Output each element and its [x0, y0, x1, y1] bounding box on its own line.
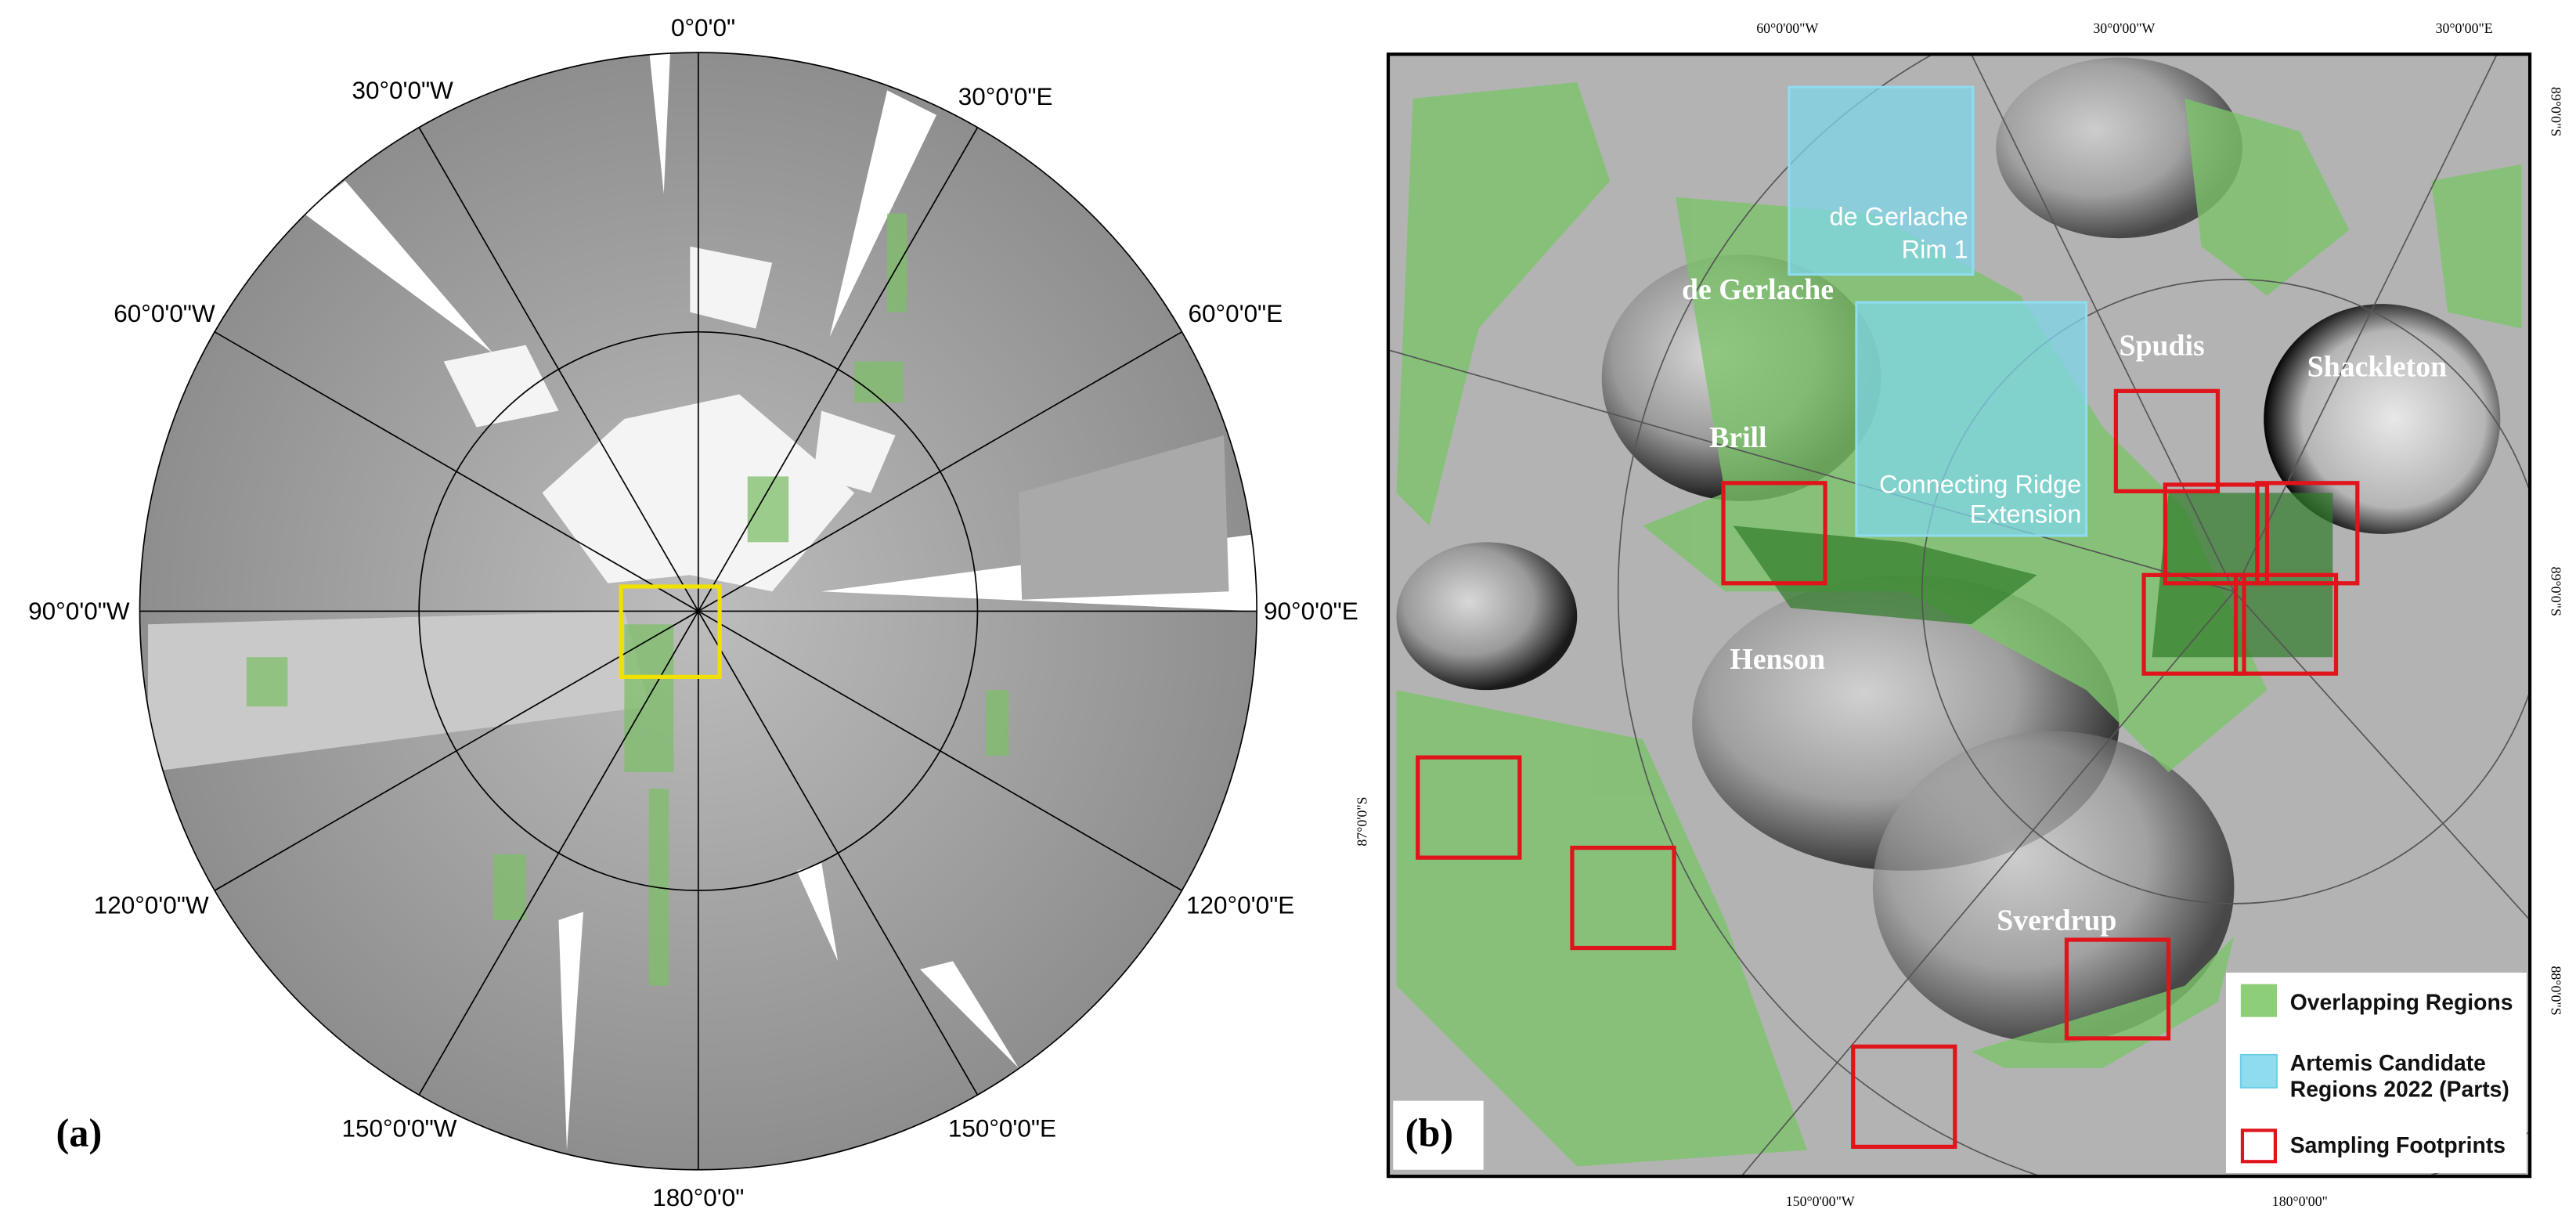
graticule-label: 0°0'0" — [671, 14, 735, 42]
tick-label: 88°0'0"S — [2548, 966, 2563, 1015]
candidate-region — [1788, 85, 1975, 276]
image-strip — [1018, 435, 1229, 600]
graticule-label: 60°0'0"W — [114, 300, 215, 327]
legend-swatch — [2240, 1128, 2277, 1164]
candidate-label: Connecting Ridge — [1879, 471, 2081, 499]
crater — [1396, 542, 1578, 691]
graticule-label: 180°0'0" — [652, 1184, 744, 1211]
candidate-label: Extension — [1970, 500, 2082, 528]
no-data-wedge — [829, 90, 937, 338]
crater — [2264, 304, 2501, 534]
graticule-label: 120°0'0"W — [94, 891, 209, 919]
graticule-label: 150°0'0"E — [948, 1115, 1056, 1143]
graticule-label: 90°0'0"E — [1264, 598, 1358, 625]
tick-label: 30°0'00"E — [2436, 20, 2493, 36]
no-data-wedge — [304, 180, 493, 354]
graticule — [1387, 54, 2531, 1177]
no-data-wedge — [796, 862, 839, 962]
crater-name: Spudis — [2120, 329, 2205, 362]
legend-swatch — [2240, 984, 2277, 1017]
candidate-label: de Gerlache — [1830, 203, 1968, 231]
tick-label: 89°0'0"S — [2548, 87, 2563, 136]
no-data-wedge — [648, 52, 671, 194]
image-strip — [147, 611, 649, 773]
tick-label: 60°0'00"W — [1756, 20, 1818, 36]
tick-label: 30°0'00"W — [2093, 20, 2155, 36]
tick-label: 150°0'00"W — [1786, 1193, 1855, 1209]
candidate-label: Rim 1 — [1902, 236, 1968, 264]
graticule-label: 60°0'0"E — [1189, 300, 1283, 327]
legend-label: Sampling Footprints — [2290, 1133, 2506, 1158]
no-data-wedge — [920, 961, 1019, 1068]
candidate-region — [1855, 301, 2088, 537]
map-frame — [1386, 52, 2532, 1179]
zoom-box — [619, 584, 722, 679]
graticule-label: 120°0'0"E — [1186, 891, 1294, 919]
crater-name: Shackleton — [2307, 351, 2447, 384]
legend-label: Artemis Candidate — [2290, 1051, 2486, 1076]
labels: 0°0'0" 30°0'0"W 30°0'0"E 60°0'0"W 60°0'0"E 90… — [28, 14, 2563, 1211]
panel-a — [139, 52, 1257, 1171]
crater — [1996, 57, 2242, 239]
graticule-label: 90°0'0"W — [28, 598, 130, 625]
panel-label: (a) — [56, 1110, 103, 1154]
candidate-regions — [1788, 85, 2088, 537]
no-data-wedge — [558, 912, 583, 1150]
graticule-label: 150°0'0"W — [342, 1115, 457, 1143]
no-data-area — [443, 246, 896, 493]
crater-name: de Gerlache — [1682, 273, 1834, 306]
legend-swatch — [2239, 1053, 2278, 1089]
crater-name: Brill — [1709, 421, 1766, 454]
tick-label: 87°0'0"S — [1355, 796, 1370, 846]
panel-label: (b) — [1405, 1110, 1454, 1154]
tick-label: 180°0'00" — [2272, 1193, 2328, 1209]
overlap-speckles — [246, 213, 1009, 986]
tick-label: 89°0'0"S — [2548, 567, 2563, 616]
legend-label: Regions 2022 (Parts) — [2290, 1078, 2509, 1103]
panel-label-box — [1393, 1100, 1484, 1170]
legend-label: Overlapping Regions — [2290, 990, 2513, 1015]
graticule-label: 30°0'0"W — [352, 77, 453, 104]
graticule-label: 30°0'0"E — [958, 83, 1053, 110]
crater-name: Henson — [1730, 643, 1825, 676]
sampling-footprints — [1416, 388, 2360, 1150]
graticule — [139, 52, 1257, 1171]
crater-name: Sverdrup — [1997, 904, 2116, 937]
panel-b — [1386, 52, 2532, 1179]
crater — [1872, 731, 2235, 1044]
